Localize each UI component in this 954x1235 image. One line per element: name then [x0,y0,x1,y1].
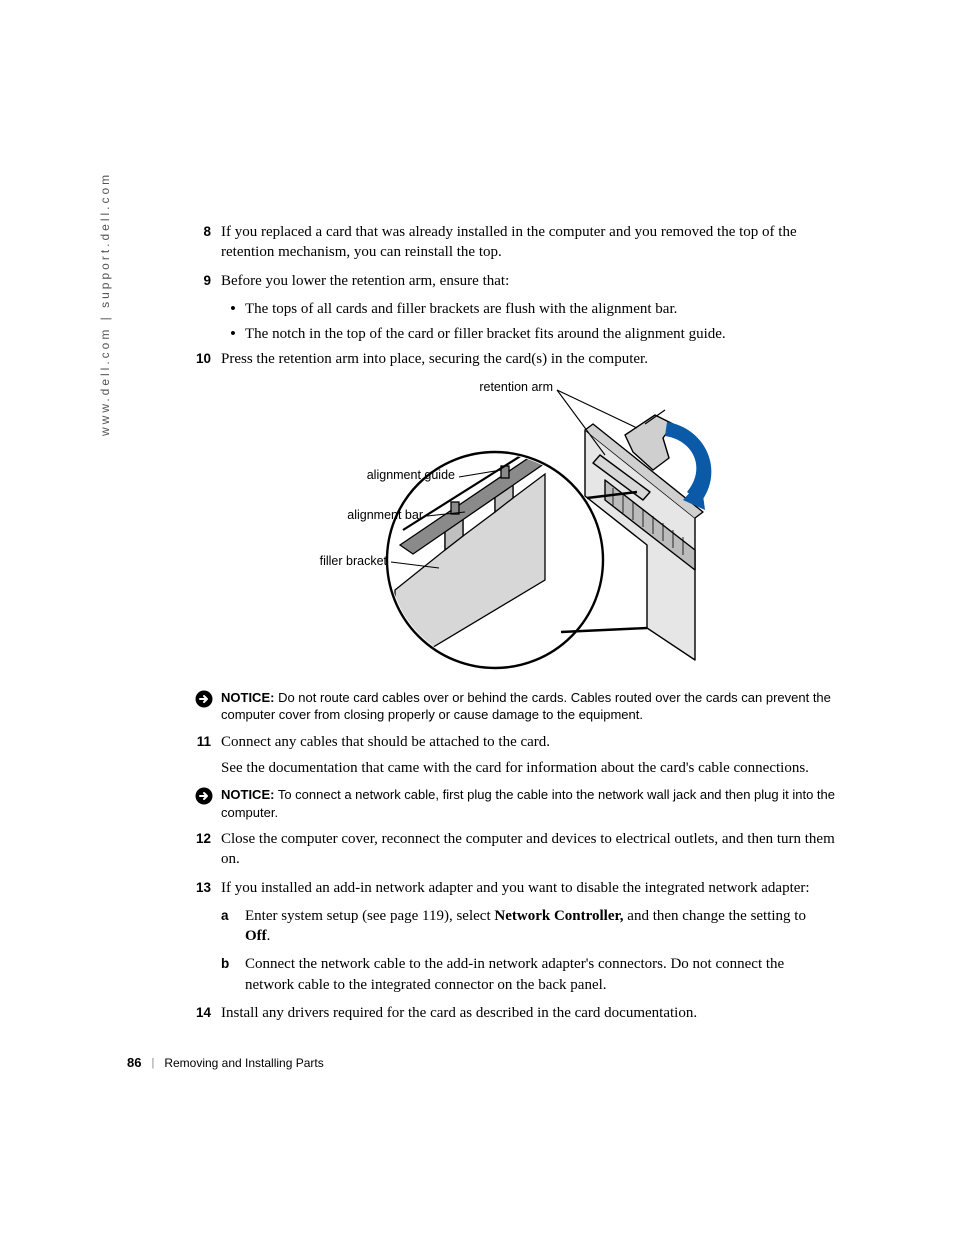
notice-body: To connect a network cable, first plug t… [221,787,835,820]
notice-label: NOTICE: [221,787,274,802]
diagram-label-filler-bracket: filler bracket [295,554,387,568]
step-text: If you installed an add-in network adapt… [221,878,835,898]
bullet-text: The notch in the top of the card or fill… [245,324,835,344]
step-9-bullet-2: • The notch in the top of the card or fi… [195,324,835,344]
step-11-line1: Connect any cables that should be attach… [221,732,835,752]
step-text: Before you lower the retention arm, ensu… [221,271,835,291]
step-13-b: b Connect the network cable to the add-i… [195,954,835,995]
s13a-pre: Enter system setup (see page 119), selec… [245,908,494,924]
footer-section-title: Removing and Installing Parts [164,1056,323,1070]
bullet-icon: • [221,299,245,319]
diagram-label-alignment-guide: alignment guide [345,468,455,482]
step-12: 12 Close the computer cover, reconnect t… [195,829,835,870]
notice-block-1: NOTICE: Do not route card cables over or… [195,689,835,724]
notice-icon [195,787,213,805]
footer-separator: | [151,1057,154,1069]
step-number: 13 [195,878,221,898]
step-number: 10 [195,349,221,369]
step-number: 12 [195,829,221,870]
diagram-label-alignment-bar: alignment bar [325,508,423,522]
step-number: 8 [195,222,221,263]
substep-letter: b [221,954,245,995]
notice-text: NOTICE: Do not route card cables over or… [221,689,835,724]
notice-label: NOTICE: [221,690,274,705]
notice-text: NOTICE: To connect a network cable, firs… [221,786,835,821]
sidebar-url-text: www.dell.com | support.dell.com [98,172,112,436]
notice-icon [195,690,213,708]
step-number: 11 [195,732,221,779]
substep-text: Connect the network cable to the add-in … [245,954,835,995]
s13a-bold: Network Controller, [494,908,623,924]
step-text: Connect any cables that should be attach… [221,732,835,779]
main-content: 8 If you replaced a card that was alread… [195,222,835,1031]
bullet-icon: • [221,324,245,344]
step-10: 10 Press the retention arm into place, s… [195,349,835,369]
step-number: 9 [195,271,221,291]
substep-letter: a [221,906,245,947]
step-text: Close the computer cover, reconnect the … [221,829,835,870]
s13a-post: . [267,928,271,944]
step-text: Install any drivers required for the car… [221,1003,835,1023]
step-8: 8 If you replaced a card that was alread… [195,222,835,263]
step-9-bullet-1: • The tops of all cards and filler brack… [195,299,835,319]
footer-page-number: 86 [127,1055,141,1070]
step-11: 11 Connect any cables that should be att… [195,732,835,779]
step-text: Press the retention arm into place, secu… [221,349,835,369]
step-9: 9 Before you lower the retention arm, en… [195,271,835,291]
s13a-off: Off [245,928,267,944]
bullet-text: The tops of all cards and filler bracket… [245,299,835,319]
step-number: 14 [195,1003,221,1023]
step-text: If you replaced a card that was already … [221,222,835,263]
diagram-label-retention-arm: retention arm [445,380,553,394]
retention-arm-diagram: retention arm alignment guide alignment … [195,380,835,675]
page-footer: 86 | Removing and Installing Parts [127,1055,324,1070]
notice-body: Do not route card cables over or behind … [221,690,831,723]
step-13: 13 If you installed an add-in network ad… [195,878,835,898]
step-11-line2: See the documentation that came with the… [221,758,835,778]
step-13-a: a Enter system setup (see page 119), sel… [195,906,835,947]
s13a-mid: and then change the setting to [624,908,806,924]
step-14: 14 Install any drivers required for the … [195,1003,835,1023]
notice-block-2: NOTICE: To connect a network cable, firs… [195,786,835,821]
substep-text: Enter system setup (see page 119), selec… [245,906,835,947]
